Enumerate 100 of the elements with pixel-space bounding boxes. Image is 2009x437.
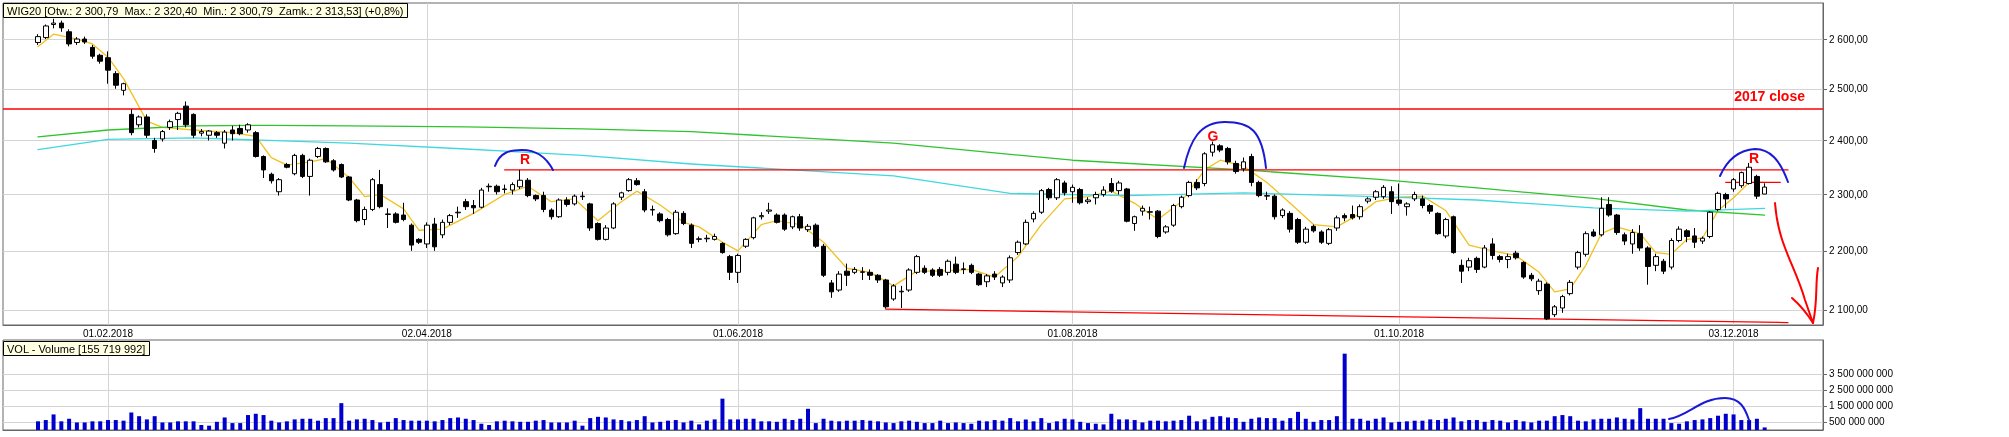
bar [1070, 419, 1075, 430]
candlestick [191, 112, 196, 139]
bar [510, 421, 515, 430]
candlestick [937, 266, 943, 278]
bar [277, 422, 282, 430]
bar [1529, 422, 1534, 430]
candlestick [587, 202, 593, 232]
bar [619, 420, 624, 430]
bar [1156, 420, 1160, 430]
bar [1467, 420, 1472, 430]
candlestick [1147, 206, 1153, 221]
candlestick [144, 113, 150, 139]
candlestick [222, 129, 227, 149]
candlestick [346, 175, 352, 202]
bar [378, 422, 383, 430]
candlestick [525, 177, 531, 198]
bar [386, 421, 390, 430]
bar [269, 420, 274, 430]
candlestick [1070, 184, 1075, 204]
bar [1731, 414, 1736, 430]
candlestick [1093, 191, 1099, 205]
bar [36, 421, 40, 430]
bar [1031, 421, 1036, 430]
bar [106, 420, 110, 430]
y-tick-label: 2 400,00 [1829, 135, 1869, 147]
bar [1451, 417, 1456, 430]
bar [1498, 420, 1503, 430]
candlestick [409, 222, 414, 252]
bar [1622, 418, 1627, 430]
candlestick [307, 158, 313, 197]
bar [1264, 418, 1269, 430]
candlestick [572, 193, 577, 207]
candlestick [1560, 294, 1565, 314]
candlestick [90, 44, 95, 60]
bar [456, 417, 460, 430]
bar [284, 421, 289, 430]
candlestick [1692, 227, 1697, 249]
candlestick [1140, 205, 1145, 217]
bar [1506, 422, 1510, 430]
bar [1148, 420, 1153, 430]
candlestick [712, 233, 717, 242]
bar [90, 421, 95, 430]
candlestick [844, 263, 850, 287]
candlestick [782, 212, 787, 232]
candlestick [922, 264, 927, 275]
bar [292, 419, 297, 430]
candlestick [370, 177, 375, 212]
bar [1226, 417, 1230, 430]
bar [1708, 418, 1713, 430]
bar [977, 420, 982, 430]
bar [1280, 420, 1285, 430]
bar [1412, 420, 1417, 430]
bar [899, 421, 904, 430]
x-tick-label: 02.04.2018 [401, 327, 453, 339]
y-tick-label: 2 300,00 [1829, 188, 1869, 200]
candlestick [401, 202, 406, 222]
bar [798, 418, 803, 430]
candlestick [619, 191, 624, 201]
bar [1093, 423, 1098, 430]
candlestick [517, 169, 523, 190]
candlestick [1015, 240, 1021, 256]
bar [1544, 420, 1549, 430]
bar [168, 422, 173, 430]
candlestick [323, 146, 329, 164]
candlestick [1202, 151, 1207, 187]
candlestick [1303, 226, 1309, 245]
candlestick [914, 254, 920, 275]
bar [1754, 418, 1759, 430]
bar [1054, 421, 1059, 430]
candlestick [1521, 260, 1526, 280]
bar [137, 416, 142, 430]
bar [821, 418, 826, 430]
bar [479, 423, 484, 430]
bar [1350, 418, 1355, 430]
bar [1599, 418, 1604, 430]
bar [1062, 418, 1067, 430]
candlestick [1342, 212, 1347, 222]
bar [129, 412, 134, 430]
candlestick [261, 154, 266, 179]
y-tick-label: 1 500 000 000 [1829, 400, 1894, 412]
candlestick [1731, 177, 1736, 193]
candlestick [253, 130, 259, 159]
bar [1397, 421, 1402, 430]
bar [1257, 417, 1262, 430]
bar [883, 422, 888, 430]
candlestick [432, 217, 437, 252]
chart-title: WIG20 [Otw.: 2 300,79 Max.: 2 320,40 Min.: 2 300,79 Zamk.: 2 313,53] (+0,8%) [7, 4, 404, 17]
candlestick [556, 197, 562, 219]
y-tick-label: 2 100,00 [1829, 304, 1869, 316]
bar [82, 422, 87, 430]
bar [1319, 420, 1324, 430]
bar [253, 413, 258, 430]
candlestick [1264, 191, 1270, 201]
candlestick [533, 193, 539, 202]
bar [1591, 419, 1596, 430]
candlestick [689, 222, 694, 249]
candlestick [945, 259, 951, 276]
bar [1311, 421, 1316, 430]
bar [1459, 421, 1464, 430]
candlestick [1459, 259, 1464, 284]
